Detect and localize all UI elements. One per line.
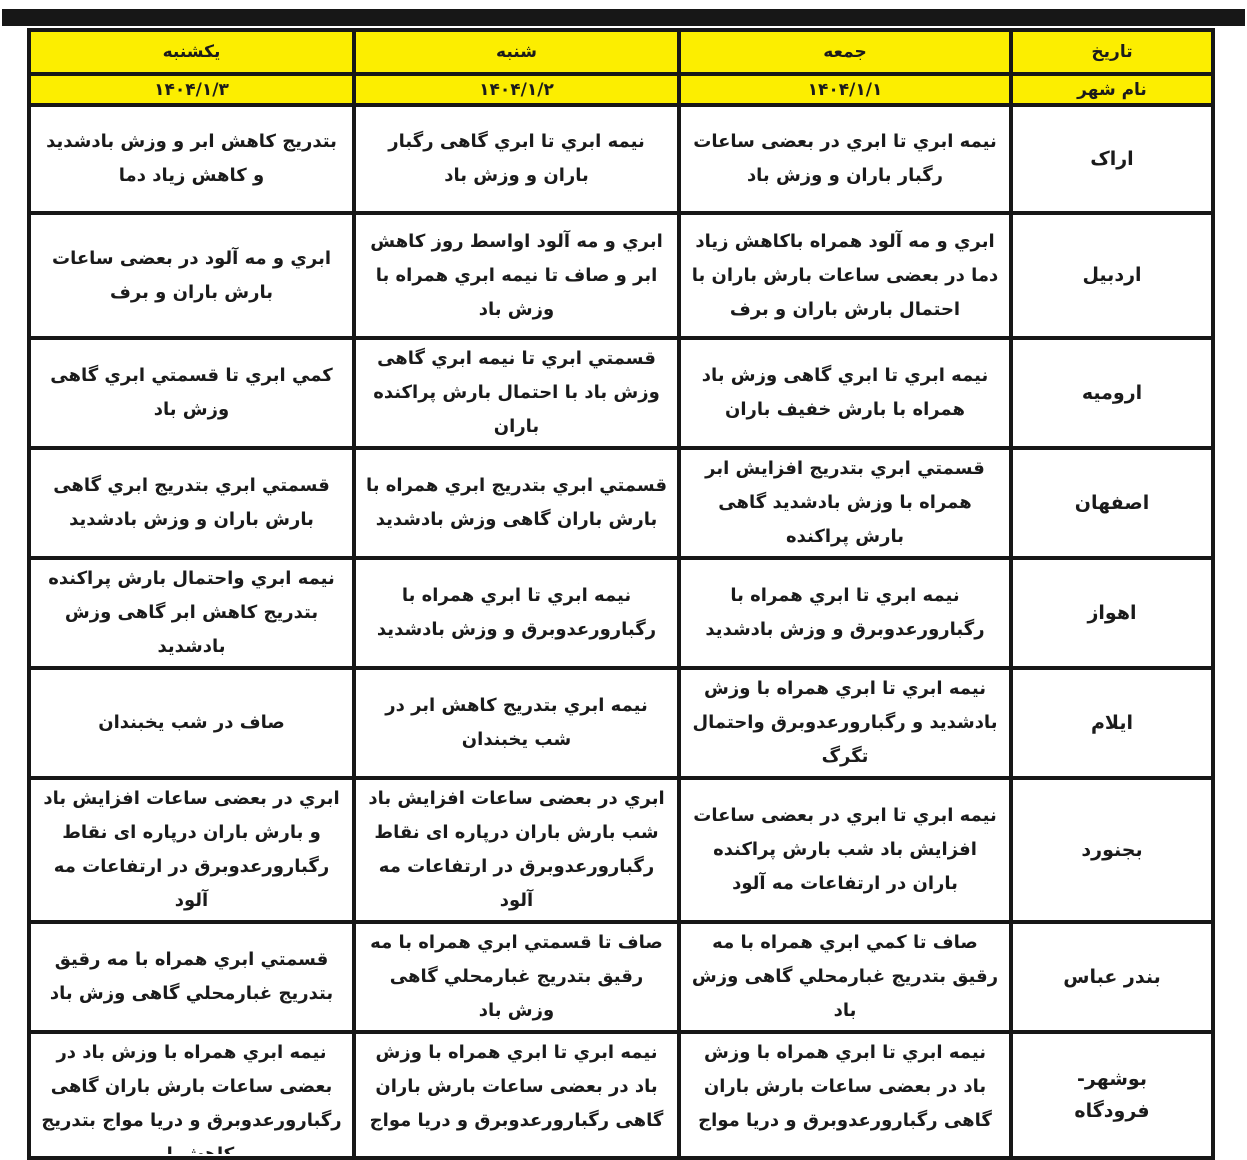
city-column-header: نام شهر: [1009, 72, 1215, 107]
forecast-saturday: نیمه ابري بتدریج کاهش ابر در شب یخبندان: [352, 666, 681, 780]
forecast-sunday: ابري و مه آلود در بعضی ساعات بارش باران …: [27, 211, 356, 340]
table-row: ایلام نیمه ابري تا ابري همراه با وزش باد…: [27, 666, 1215, 780]
forecast-friday: قسمتي ابري بتدریج افزایش ابر همراه با وز…: [677, 446, 1013, 560]
city-name: ارومیه: [1009, 336, 1215, 450]
forecast-sunday: قسمتي ابري همراه با مه رقیق بتدریج غبارم…: [27, 920, 356, 1034]
forecast-friday: نیمه ابري تا ابري همراه با رگبارورعدوبرق…: [677, 556, 1013, 670]
forecast-saturday: ابري و مه آلود اواسط روز کاهش ابر و صاف …: [352, 211, 681, 340]
table-row: بوشهر- فرودگاه نیمه ابري تا ابري همراه ب…: [27, 1030, 1215, 1160]
forecast-sunday: نیمه ابري واحتمال بارش پراکنده بتدریج کا…: [27, 556, 356, 670]
forecast-saturday: نیمه ابري تا ابري گاهی رگبار باران و وزش…: [352, 103, 681, 215]
date-column-header: تاریخ: [1009, 28, 1215, 76]
date-saturday: ۱۴۰۴/۱/۲: [352, 72, 681, 107]
forecast-sunday: ابري در بعضی ساعات افزایش باد و بارش بار…: [27, 776, 356, 924]
day-header-sunday: یکشنبه: [27, 28, 356, 76]
date-friday: ۱۴۰۴/۱/۱: [677, 72, 1013, 107]
table-row: اصفهان قسمتي ابري بتدریج افزایش ابر همرا…: [27, 446, 1215, 560]
table-row: بندر عباس صاف تا کمي ابري همراه با مه رق…: [27, 920, 1215, 1034]
forecast-saturday: صاف تا قسمتي ابري همراه با مه رقیق بتدری…: [352, 920, 681, 1034]
city-name: بوشهر- فرودگاه: [1009, 1030, 1215, 1160]
table-row: ارومیه نیمه ابري تا ابري گاهی وزش باد هم…: [27, 336, 1215, 450]
date-header-row: نام شهر ۱۴۰۴/۱/۱ ۱۴۰۴/۱/۲ ۱۴۰۴/۱/۳: [27, 72, 1215, 107]
table-row: اراک نیمه ابري تا ابري در بعضی ساعات رگب…: [27, 103, 1215, 215]
date-sunday: ۱۴۰۴/۱/۳: [27, 72, 356, 107]
forecast-text: نیمه ابري تا ابري همراه با وزش باد در بع…: [698, 1042, 992, 1131]
city-name: اراک: [1009, 103, 1215, 215]
day-header-saturday: شنبه: [352, 28, 681, 76]
table-row: اهواز نیمه ابري تا ابري همراه با رگبارور…: [27, 556, 1215, 670]
forecast-sunday: بتدریج کاهش ابر و وزش بادشدید و کاهش زیا…: [27, 103, 356, 215]
city-name: اهواز: [1009, 556, 1215, 670]
forecast-friday: نیمه ابري تا ابري همراه با وزش بادشدید و…: [677, 666, 1013, 780]
city-name: ایلام: [1009, 666, 1215, 780]
forecast-text: نیمه ابري همراه با وزش باد در بعضی ساعات…: [41, 1042, 342, 1154]
forecast-sunday: صاف در شب یخبندان: [27, 666, 356, 780]
forecast-saturday: ابري در بعضی ساعات افزایش باد شب بارش با…: [352, 776, 681, 924]
forecast-friday: نیمه ابري تا ابري در بعضی ساعات رگبار با…: [677, 103, 1013, 215]
forecast-saturday: قسمتي ابري تا نیمه ابري گاهی وزش باد با …: [352, 336, 681, 450]
day-header-row: تاریخ جمعه شنبه یکشنبه: [27, 28, 1215, 76]
table-row: بجنورد نیمه ابري تا ابري در بعضی ساعات ا…: [27, 776, 1215, 924]
forecast-saturday: نیمه ابري تا ابري همراه با وزش باد در بع…: [352, 1030, 681, 1160]
forecast-sunday: نیمه ابري همراه با وزش باد در بعضی ساعات…: [27, 1030, 356, 1160]
top-divider: [2, 9, 1245, 26]
forecast-sunday: قسمتي ابري بتدریج ابري گاهی بارش باران و…: [27, 446, 356, 560]
forecast-sunday: کمي ابري تا قسمتي ابري گاهی وزش باد: [27, 336, 356, 450]
forecast-saturday: نیمه ابري تا ابري همراه با رگبارورعدوبرق…: [352, 556, 681, 670]
forecast-saturday: قسمتي ابري بتدریج ابري همراه با بارش بار…: [352, 446, 681, 560]
forecast-friday: نیمه ابري تا ابري گاهی وزش باد همراه با …: [677, 336, 1013, 450]
city-name: بندر عباس: [1009, 920, 1215, 1034]
forecast-friday: ابري و مه آلود همراه باکاهش زیاد دما در …: [677, 211, 1013, 340]
city-name: بجنورد: [1009, 776, 1215, 924]
city-name: اردبیل: [1009, 211, 1215, 340]
forecast-friday: نیمه ابري تا ابري در بعضی ساعات افزایش ب…: [677, 776, 1013, 924]
table-row: اردبیل ابري و مه آلود همراه باکاهش زیاد …: [27, 211, 1215, 340]
forecast-friday: صاف تا کمي ابري همراه با مه رقیق بتدریج …: [677, 920, 1013, 1034]
forecast-text: نیمه ابري تا ابري همراه با وزش باد در بع…: [369, 1042, 664, 1131]
weather-forecast-table: تاریخ جمعه شنبه یکشنبه نام شهر ۱۴۰۴/۱/۱ …: [27, 28, 1215, 1160]
forecast-friday: نیمه ابري تا ابري همراه با وزش باد در بع…: [677, 1030, 1013, 1160]
day-header-friday: جمعه: [677, 28, 1013, 76]
city-name: اصفهان: [1009, 446, 1215, 560]
